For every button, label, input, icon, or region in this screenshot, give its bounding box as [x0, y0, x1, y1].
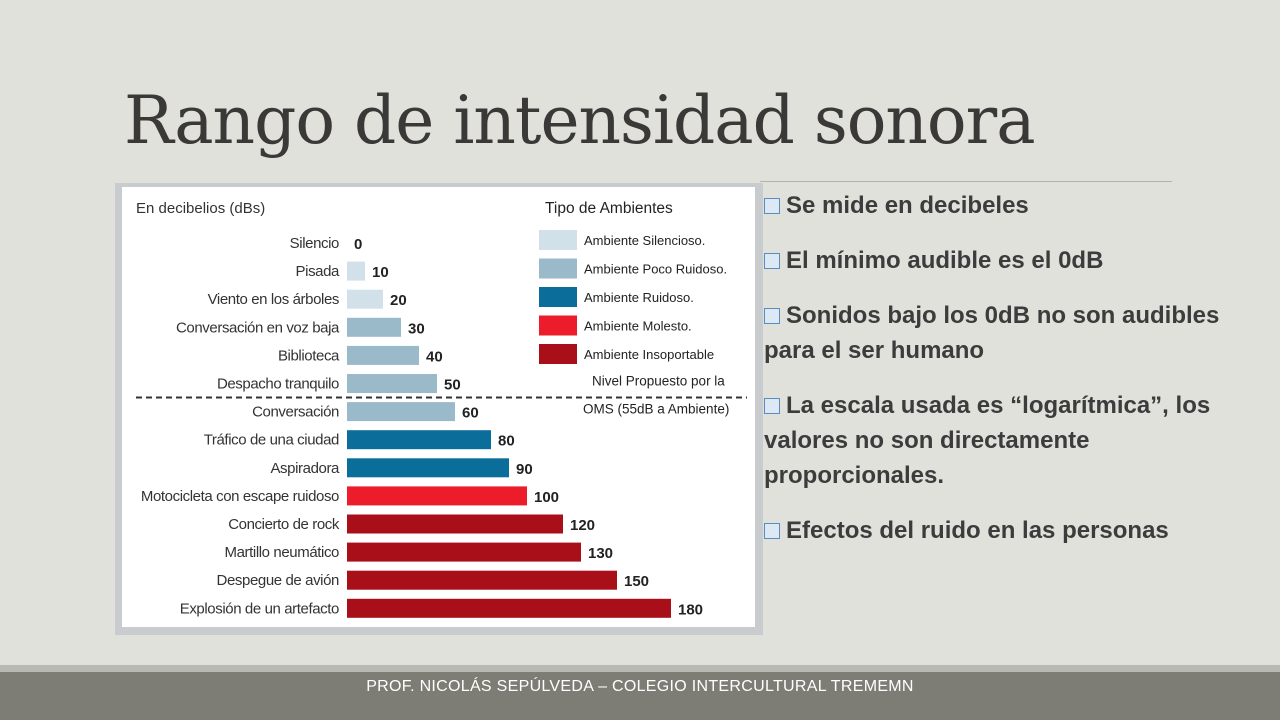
legend-label: Ambiente Poco Ruidoso. — [584, 262, 727, 277]
value-label: 100 — [534, 489, 559, 506]
bar — [347, 458, 509, 478]
footer-text: PROF. NICOLÁS SEPÚLVEDA – COLEGIO INTERC… — [366, 678, 914, 695]
title-divider — [760, 181, 1172, 182]
category-label: Martillo neumático — [224, 544, 339, 561]
legend-label: Ambiente Insoportable — [584, 347, 714, 362]
value-label: 130 — [588, 545, 613, 562]
value-label: 180 — [678, 601, 703, 618]
value-label: 90 — [516, 461, 533, 478]
value-label: 60 — [462, 405, 479, 422]
checkbox-bullet-icon — [764, 198, 780, 214]
decibel-bar-chart: En decibelios (dBs) Silencio 0 Pisada 10 Vien… — [136, 200, 747, 618]
footer-bar — [0, 672, 1280, 720]
bullet-text: El mínimo audible es el 0dB — [786, 247, 1104, 274]
bar — [347, 402, 455, 422]
unit-label: En decibelios (dBs) — [136, 200, 265, 217]
category-label: Despegue de avión — [217, 572, 340, 589]
value-label: 50 — [444, 377, 461, 394]
legend-label: Ambiente Silencioso. — [584, 233, 705, 248]
checkbox-bullet-icon — [764, 523, 780, 539]
category-label: Tráfico de una ciudad — [204, 432, 339, 449]
bar — [347, 542, 581, 562]
legend-title: Tipo de Ambientes — [545, 200, 673, 217]
category-label: Pisada — [296, 263, 341, 280]
category-label: Silencio — [290, 235, 339, 252]
footer-strip — [0, 665, 1280, 672]
category-label: Biblioteca — [278, 347, 340, 364]
checkbox-bullet-icon — [764, 308, 780, 324]
category-label: Explosión de un artefacto — [180, 600, 339, 617]
bullet-item: Se mide en decibeles — [764, 188, 1254, 223]
legend-label: Ambiente Molesto. — [584, 319, 692, 334]
bullet-item: La escala usada es “logarítmica”, los va… — [764, 388, 1254, 493]
slide-title: Rango de intensidad sonora — [124, 82, 1036, 159]
bar — [347, 374, 437, 393]
reference-label-line-2: OMS (55dB a Ambiente) — [583, 402, 729, 417]
bullet-text: Sonidos bajo los 0dB no son audibles par… — [764, 302, 1220, 364]
category-label: Despacho tranquilo — [217, 376, 339, 393]
bullet-item: Sonidos bajo los 0dB no son audibles par… — [764, 298, 1254, 368]
legend-label: Ambiente Ruidoso. — [584, 290, 694, 305]
legend-swatch — [539, 315, 577, 336]
bullet-item: Efectos del ruido en las personas — [764, 513, 1254, 548]
bar — [347, 345, 419, 365]
legend-swatch — [539, 230, 577, 250]
value-label: 80 — [498, 433, 515, 450]
bar — [347, 317, 401, 337]
bullet-text: Se mide en decibeles — [786, 192, 1029, 219]
value-label: 30 — [408, 320, 425, 337]
value-label: 40 — [426, 348, 443, 365]
category-label: Viento en los árboles — [208, 291, 339, 308]
checkbox-bullet-icon — [764, 253, 780, 269]
bullet-list: Se mide en decibeles El mínimo audible es… — [764, 188, 1254, 568]
category-label: Aspiradora — [270, 460, 340, 477]
bar — [347, 514, 563, 534]
value-label: 150 — [624, 573, 649, 590]
bullet-item: El mínimo audible es el 0dB — [764, 243, 1254, 278]
bar — [347, 261, 365, 281]
legend-swatch — [539, 344, 577, 364]
value-label: 10 — [372, 264, 389, 281]
category-label: Motocicleta con escape ruidoso — [141, 488, 339, 505]
bar — [347, 430, 491, 450]
legend-swatch — [539, 287, 577, 307]
bullet-text: La escala usada es “logarítmica”, los va… — [764, 392, 1211, 489]
category-label: Conversación en voz baja — [176, 319, 340, 336]
reference-label-line-1: Nivel Propuesto por la — [592, 374, 725, 389]
bar — [347, 289, 383, 309]
bar — [347, 486, 527, 506]
category-label: Conversación — [252, 404, 339, 421]
bar — [347, 598, 671, 618]
bullet-text: Efectos del ruido en las personas — [786, 517, 1169, 544]
checkbox-bullet-icon — [764, 398, 780, 414]
value-label: 120 — [570, 517, 595, 534]
category-label: Concierto de rock — [228, 516, 340, 533]
value-label: 20 — [390, 292, 407, 309]
value-label: 0 — [354, 236, 362, 253]
chart-panel: En decibelios (dBs) Silencio 0 Pisada 10 Vien… — [122, 187, 755, 627]
legend-swatch — [539, 258, 577, 279]
bar — [347, 570, 617, 590]
